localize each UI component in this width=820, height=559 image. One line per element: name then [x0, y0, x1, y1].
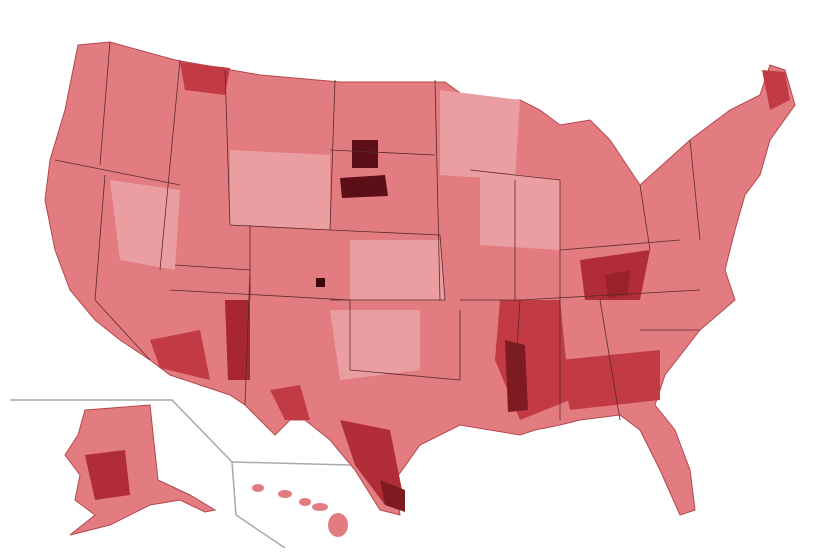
alaska	[64, 404, 217, 536]
region	[270, 385, 310, 420]
inset-frame	[231, 461, 351, 466]
region	[340, 175, 388, 198]
island	[328, 513, 348, 537]
region	[352, 140, 378, 168]
island	[278, 490, 292, 498]
border	[94, 174, 351, 406]
region	[110, 180, 180, 270]
region	[505, 340, 528, 412]
island	[312, 503, 328, 511]
region	[480, 170, 560, 250]
island	[252, 484, 264, 492]
border	[54, 41, 336, 271]
border	[329, 149, 461, 381]
hawaii	[252, 484, 348, 537]
region	[560, 350, 660, 410]
alaska-dark	[85, 450, 130, 500]
region	[180, 62, 230, 95]
region	[230, 150, 330, 230]
region	[605, 270, 630, 298]
island	[299, 498, 311, 506]
state-borders	[54, 41, 701, 421]
region	[225, 300, 250, 380]
region	[316, 278, 325, 287]
region	[380, 480, 405, 512]
light-regions	[110, 90, 560, 380]
region	[330, 310, 420, 380]
region	[440, 90, 520, 180]
region	[762, 70, 790, 110]
dark-regions	[150, 62, 790, 512]
border	[519, 139, 701, 421]
region	[150, 330, 210, 380]
region	[350, 240, 445, 300]
